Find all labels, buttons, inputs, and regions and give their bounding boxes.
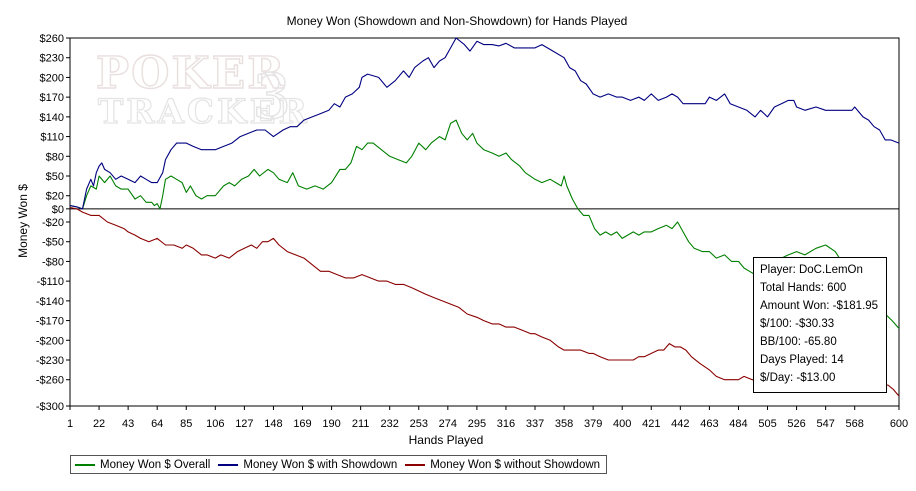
x-tick-label: 568 [846,418,864,430]
player-name: Player: DoC.LemOn [760,264,863,276]
watermark-line2: TRACKER [98,92,310,132]
watermark-line1: POKER [96,48,286,99]
bb-per-100: BB/100: -65.80 [760,336,837,348]
y-tick-label: $0 [52,204,64,216]
y-tick-label: -$50 [42,237,64,249]
x-tick-label: 43 [122,418,134,430]
legend-item-without-showdown: Money Won $ without Showdown [405,459,600,471]
x-tick-label: 295 [468,418,486,430]
dollars-per-day: $/Day: -$13.00 [760,372,836,384]
chart-legend: Money Won $ Overall Money Won $ with Sho… [70,455,608,474]
legend-swatch-overall [75,463,95,466]
player-stats-box: Player: DoC.LemOn Total Hands: 600 Amoun… [753,257,887,393]
x-tick-label: 190 [322,418,340,430]
x-tick-label: 463 [700,418,718,430]
legend-swatch-with-showdown [218,463,239,466]
x-tick-label: 337 [526,418,544,430]
y-tick-label: -$140 [36,296,64,308]
y-tick-label: -$230 [36,355,64,367]
x-tick-label: 484 [729,418,747,430]
y-tick-label: $260 [40,33,64,45]
series-without-showdown-line [69,206,900,397]
y-tick-label: $20 [46,191,64,203]
y-tick-label: -$110 [37,276,64,288]
legend-swatch-without-showdown [405,463,426,466]
days-played: Days Played: 14 [760,354,844,366]
total-hands: Total Hands: 600 [760,282,847,294]
y-tick-label: $80 [46,151,64,163]
x-tick-label: 148 [264,418,282,430]
x-tick-label: 600 [890,418,908,430]
x-tick-label: 232 [381,418,399,430]
y-axis-label: Money Won $ [16,184,30,258]
series-overall-line [69,119,900,329]
x-tick-label: 274 [439,418,457,430]
x-tick-label: 526 [787,418,805,430]
legend-item-with-showdown: Money Won $ with Showdown [218,459,397,471]
legend-label-overall: Money Won $ Overall [100,458,211,471]
x-tick-label: 253 [410,418,428,430]
x-tick-label: 421 [642,418,660,430]
y-tick-label: -$260 [36,375,64,387]
y-tick-label: $230 [40,53,64,65]
x-tick-label: 316 [497,418,515,430]
x-tick-label: 85 [180,418,192,430]
legend-label-without-showdown: Money Won $ without Showdown [430,458,601,471]
y-tick-label: -$80 [42,256,64,268]
x-tick-label: 547 [816,418,834,430]
x-tick-label: 442 [671,418,689,430]
y-tick-label: $200 [40,72,64,84]
y-tick-label: $50 [46,171,64,183]
y-tick-label: $140 [40,112,64,124]
y-tick-label: $170 [40,92,64,104]
x-axis: 1 22 43 64 85 106 127 148 169 190 211 232 253 274 295 3… [67,406,908,430]
watermark-numeral: 3 [252,60,291,133]
x-axis-label: Hands Played [409,433,484,447]
x-tick-label: 106 [206,418,224,430]
x-tick-label: 400 [613,418,631,430]
x-tick-label: 211 [352,418,370,430]
legend-label-with-showdown: Money Won $ with Showdown [243,458,398,471]
x-tick-label: 358 [555,418,573,430]
series-lines [69,37,900,397]
y-tick-label: -$300 [36,401,64,413]
legend-item-overall: Money Won $ Overall [75,459,210,471]
amount-won: Amount Won: -$181.95 [760,300,879,312]
x-tick-label: 1 [67,418,73,430]
x-tick-label: 505 [758,418,776,430]
y-tick-label: -$20 [42,217,64,229]
x-tick-label: 379 [584,418,602,430]
x-tick-label: 127 [235,418,253,430]
x-tick-label: 22 [93,418,105,430]
y-tick-label: -$170 [36,316,64,328]
y-tick-label: $110 [40,132,64,144]
dollars-per-100: $/100: -$30.33 [760,318,835,330]
x-tick-label: 169 [293,418,311,430]
chart-title: Money Won (Showdown and Non-Showdown) fo… [287,14,628,28]
y-axis: $260 $230 $200 $170 $140 $110 $80 $50 $20$0-$20 -… [36,33,70,413]
series-with-showdown-line [69,37,900,210]
y-tick-label: -$200 [36,335,64,347]
x-tick-label: 64 [151,418,163,430]
watermark: POKER TRACKER 3 [95,47,310,133]
